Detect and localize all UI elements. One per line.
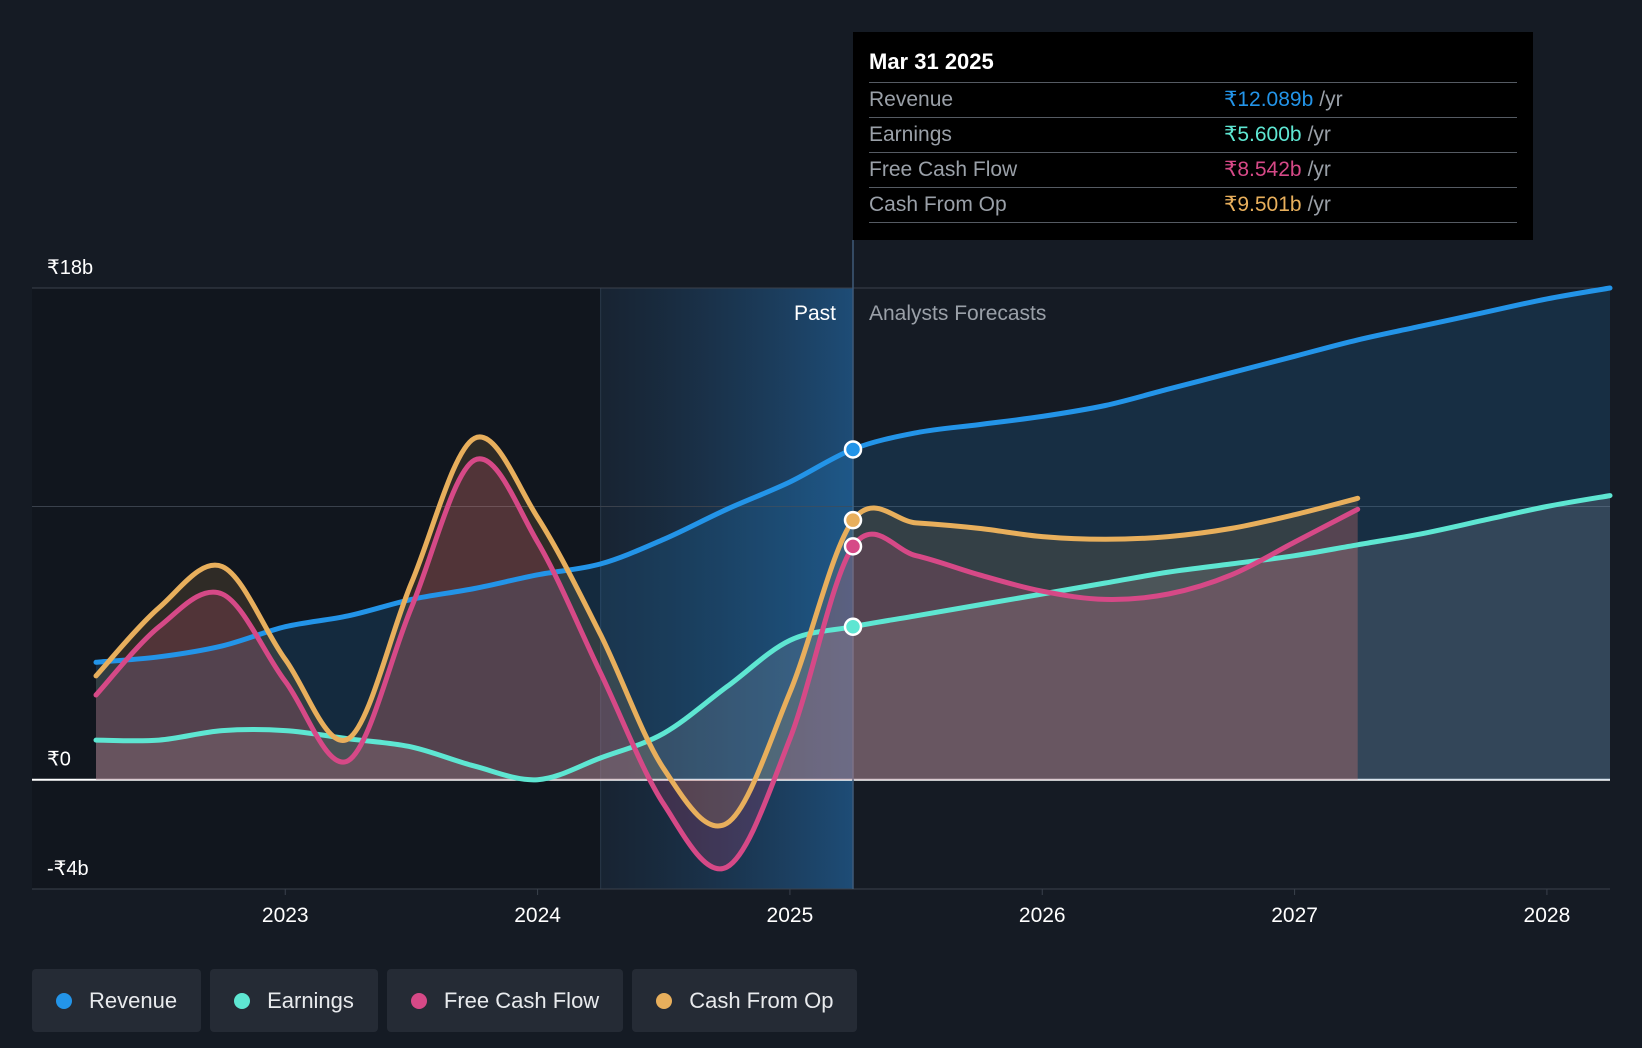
y-tick-label: ₹18b (47, 257, 93, 279)
tooltip-value: ₹9.501b (1224, 193, 1302, 216)
tooltip-row-revenue: Revenue ₹12.089b /yr (869, 82, 1517, 117)
free-cash-flow-area (96, 458, 1358, 869)
tooltip-unit: /yr (1319, 88, 1343, 111)
legend-label: Free Cash Flow (443, 987, 600, 1013)
earnings-point (843, 617, 863, 636)
tooltip-row-cash-from-op: Cash From Op ₹9.501b /yr (869, 187, 1517, 223)
x-tick-label: 2025 (767, 904, 814, 927)
highlight-region (600, 288, 853, 889)
x-tick-label: 2024 (514, 904, 561, 927)
tooltip-label: Revenue (869, 88, 954, 111)
free-cash-flow-dot-icon (410, 992, 427, 1009)
earnings-dot-icon (234, 992, 251, 1009)
past-region (32, 288, 601, 889)
tooltip-unit: /yr (1307, 193, 1331, 216)
legend-item-free-cash-flow[interactable]: Free Cash Flow (386, 969, 624, 1032)
chart-canvas: ₹18b ₹0 -₹4b 2023 2024 2025 2026 2027 2028 Past An… (32, 240, 1613, 927)
legend-item-earnings[interactable]: Earnings (210, 969, 378, 1032)
legend: Revenue Earnings Free Cash Flow Cash Fro… (32, 969, 858, 1032)
forecast-label: Analysts Forecasts (869, 302, 1046, 325)
cash-from-op-line (93, 434, 1361, 829)
legend-label: Cash From Op (689, 987, 834, 1013)
earnings-area (96, 495, 1610, 780)
tooltip-label: Cash From Op (869, 193, 1007, 216)
revenue-area (96, 288, 1610, 780)
x-tick-label: 2027 (1271, 904, 1318, 927)
tooltip-unit: /yr (1307, 123, 1331, 146)
tooltip-value: ₹12.089b (1224, 88, 1314, 111)
tooltip-row-free-cash-flow: Free Cash Flow ₹8.542b /yr (869, 152, 1517, 187)
x-tick-label: 2028 (1524, 904, 1571, 927)
legend-label: Earnings (267, 987, 354, 1013)
cash-from-op-dot-icon (656, 992, 673, 1009)
legend-item-revenue[interactable]: Revenue (32, 969, 202, 1032)
y-tick-label: ₹0 (47, 749, 71, 771)
tooltip-date: Mar 31 2025 (869, 49, 994, 74)
tooltip-label: Free Cash Flow (869, 158, 1018, 181)
cash-from-op-area (96, 436, 1358, 827)
tooltip-label: Earnings (869, 123, 952, 146)
y-tick-label: -₹4b (47, 858, 89, 880)
tooltip-row-earnings: Earnings ₹5.600b /yr (869, 117, 1517, 152)
free-cash-flow-line (93, 456, 1361, 872)
tooltip-value: ₹8.542b (1224, 158, 1302, 181)
past-label: Past (794, 302, 836, 325)
revenue-dot-icon (56, 992, 72, 1009)
tooltip-value: ₹5.600b (1224, 123, 1302, 146)
x-tick-label: 2026 (1019, 904, 1066, 927)
x-tick-label: 2023 (262, 904, 309, 927)
tooltip-unit: /yr (1307, 158, 1331, 181)
legend-label: Revenue (89, 987, 178, 1013)
free-cash-flow-point (843, 537, 863, 556)
tooltip: Mar 31 2025 Revenue ₹12.089b /yr Earning… (853, 32, 1533, 240)
cash-from-op-point (843, 510, 863, 530)
legend-item-cash-from-op[interactable]: Cash From Op (632, 969, 858, 1032)
revenue-point (843, 440, 863, 459)
